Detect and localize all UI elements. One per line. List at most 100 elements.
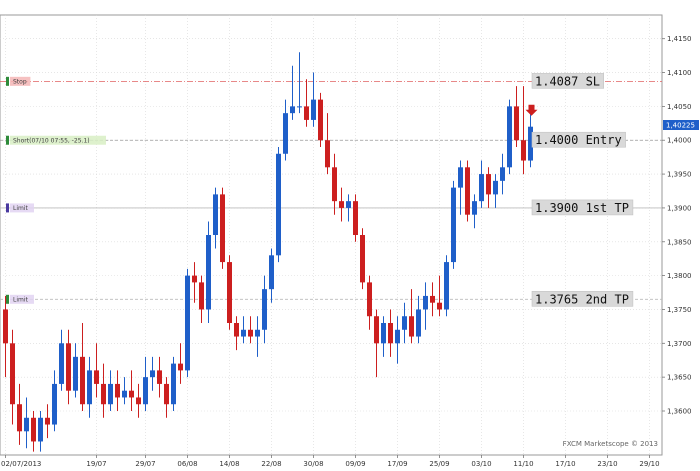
candle-body — [136, 397, 141, 405]
candle-body — [290, 106, 295, 114]
candle-body — [87, 370, 92, 405]
candle-body — [269, 255, 274, 290]
x-tick-label: 22/08 — [261, 460, 281, 468]
candle-body — [10, 343, 15, 405]
order-marker — [6, 135, 9, 145]
candle-body — [38, 417, 43, 442]
order-label-box[interactable] — [10, 135, 106, 145]
candle-body — [59, 343, 64, 384]
candle-body — [479, 174, 484, 202]
candle-body — [395, 329, 400, 344]
x-tick-label: 17/09 — [387, 460, 407, 468]
candle-body — [241, 329, 246, 337]
candle-body — [17, 404, 22, 432]
candle-body — [115, 383, 120, 398]
candle-body — [486, 174, 491, 195]
candle-body — [192, 275, 197, 283]
level-label: 1.3765 2nd TP — [535, 292, 629, 306]
candle-body — [374, 316, 379, 344]
order-markers: Stop Short(07/10 07:55, -25.1) Limit Limit — [6, 76, 106, 304]
x-tick-label: 03/10 — [471, 460, 491, 468]
level-labels: 1.4087 SL 1.4000 Entry 1.3900 1st TP 1.3765… — [531, 73, 634, 307]
x-axis: 02/07/2013 19/07 29/07 06/08 14/08 22/08 30/08… — [1, 455, 660, 468]
y-tick-label: 1,3700 — [667, 340, 692, 348]
candle-body — [164, 383, 169, 405]
candle-body — [465, 167, 470, 215]
y-tick-label: 1,3600 — [667, 408, 692, 416]
price-tag-box — [663, 120, 699, 130]
current-price-tag: 1,40225 — [663, 120, 699, 130]
candle-body — [339, 201, 344, 208]
x-tick-label: 30/08 — [303, 460, 323, 468]
candle-body — [52, 383, 57, 425]
candle-body — [24, 417, 29, 432]
x-tick-label: 19/07 — [86, 460, 106, 468]
candle-body — [332, 167, 337, 202]
candles — [3, 52, 533, 452]
candle-body — [304, 106, 309, 120]
order-marker — [6, 294, 9, 304]
candle-body — [311, 99, 316, 120]
candle-body — [444, 262, 449, 310]
candle-body — [220, 194, 225, 263]
candle-body — [94, 370, 99, 384]
candle-body — [346, 201, 351, 208]
order-label: Limit — [13, 205, 29, 212]
candle-body — [493, 180, 498, 195]
candle-body — [80, 356, 85, 405]
x-tick-label: 29/10 — [639, 460, 659, 468]
candle-body — [451, 187, 456, 263]
candle-body — [171, 363, 176, 405]
candle-body — [178, 363, 183, 371]
y-axis: 1,3600 1,3650 1,3700 1,3750 1,3800 1,3850 1,39… — [662, 35, 692, 416]
watermark: FXCM Marketscope © 2013 — [563, 440, 658, 448]
candle-body — [248, 329, 253, 337]
level-label-box — [531, 131, 626, 148]
candle-body — [31, 417, 36, 442]
order-label-box[interactable] — [10, 203, 34, 213]
candle-body — [255, 329, 260, 337]
x-tick-label: 25/09 — [429, 460, 449, 468]
candle-body — [381, 323, 386, 344]
y-tick-label: 1,4150 — [667, 35, 692, 43]
candle-body — [101, 383, 106, 405]
candle-body — [318, 99, 323, 141]
price-tag-label: 1,40225 — [666, 122, 695, 130]
order-label-box[interactable] — [10, 294, 34, 304]
x-tick-label: 06/08 — [177, 460, 197, 468]
sell-arrow — [525, 104, 538, 116]
candle-body — [66, 343, 71, 391]
y-tick-label: 1,4100 — [667, 69, 692, 77]
candle-body — [206, 235, 211, 310]
candle-body — [514, 106, 519, 141]
candle-body — [430, 295, 435, 303]
x-tick-label: 17/10 — [555, 460, 575, 468]
level-label: 1.3900 1st TP — [535, 201, 629, 215]
order-marker — [6, 76, 9, 86]
level-label-box — [531, 73, 604, 89]
candle-body — [129, 390, 134, 398]
candle-body — [262, 289, 267, 330]
candle-body — [388, 323, 393, 344]
candle-body — [409, 316, 414, 337]
candle-body — [458, 167, 463, 188]
candle-body — [423, 295, 428, 310]
candle-body — [325, 140, 330, 168]
candle-body — [472, 201, 477, 215]
level-label: 1.4087 SL — [535, 74, 600, 88]
order-label-box[interactable] — [10, 76, 31, 86]
candle-body — [45, 417, 50, 425]
candle-body — [500, 167, 505, 181]
candle-body — [507, 106, 512, 168]
x-tick-label: 09/09 — [345, 460, 365, 468]
candle-body — [227, 262, 232, 323]
candle-body — [353, 201, 358, 235]
order-label: Limit — [13, 297, 29, 304]
candle-body — [297, 106, 302, 108]
x-tick-label: 14/08 — [219, 460, 239, 468]
y-tick-label: 1,3900 — [667, 204, 692, 212]
candle-body — [73, 356, 78, 391]
x-tick-label: 11/10 — [513, 460, 533, 468]
candle-body — [360, 235, 365, 283]
